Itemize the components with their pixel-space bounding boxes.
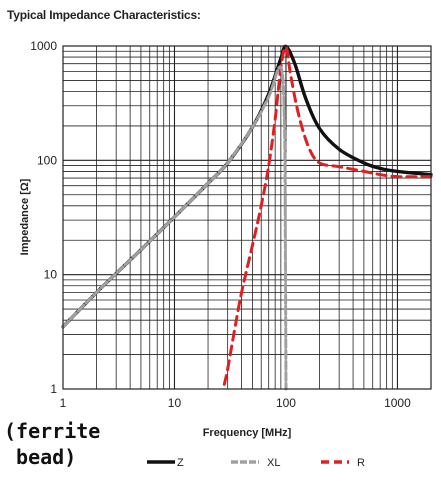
x-tick-label: 10: [168, 396, 182, 410]
chart-title: Typical Impedance Characteristics:: [7, 8, 201, 22]
annotation-note: (ferrite bead): [4, 419, 101, 469]
x-tick-labels: 1 10 100 1000: [60, 396, 411, 410]
y-tick-label: 100: [37, 153, 57, 167]
y-tick-label: 1000: [30, 39, 57, 53]
series-line-r: [222, 45, 433, 386]
grid: [63, 46, 431, 389]
x-tick-label: 100: [276, 396, 296, 410]
legend-label-r: R: [357, 457, 365, 469]
y-tick-labels: 1 10 100 1000: [30, 39, 57, 396]
legend: Z XL R: [147, 457, 365, 469]
x-axis-label: Frequency [MHz]: [203, 427, 292, 439]
series-line-xl: [61, 65, 288, 391]
y-tick-label: 10: [44, 268, 58, 282]
plot-area: [63, 46, 431, 389]
y-tick-label: 1: [50, 382, 57, 396]
x-tick-label: 1000: [384, 396, 411, 410]
legend-label-xl: XL: [267, 457, 280, 469]
legend-label-z: Z: [177, 457, 184, 469]
y-axis-label: Impedance [Ω]: [19, 178, 31, 255]
x-tick-label: 1: [60, 396, 67, 410]
series-lines: [61, 44, 433, 391]
plot-frame: [62, 45, 432, 390]
